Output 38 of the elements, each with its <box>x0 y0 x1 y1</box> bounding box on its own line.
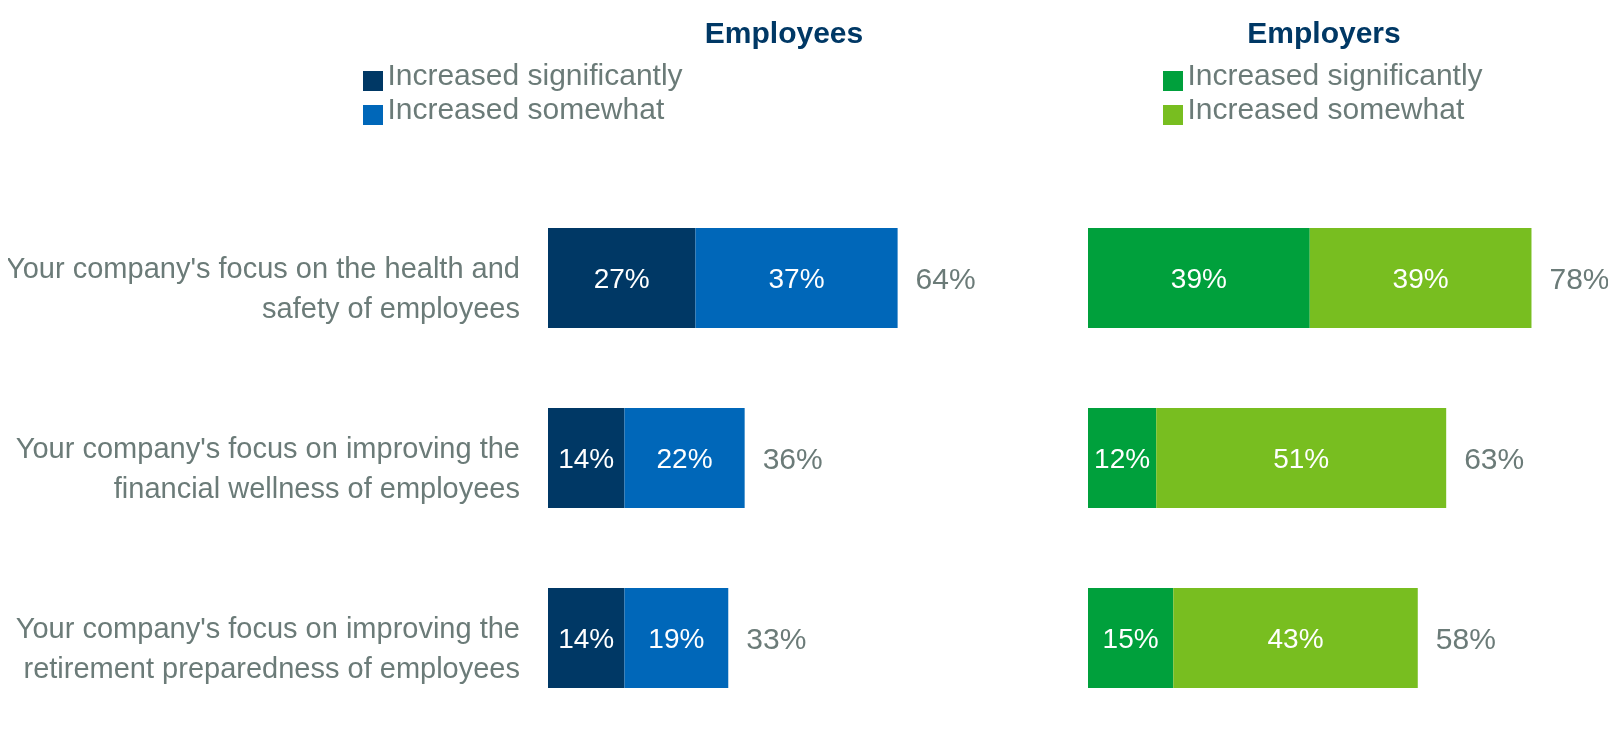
data-label: 39% <box>1392 262 1449 294</box>
bar <box>1088 588 1174 688</box>
total-label: 58% <box>1435 621 1496 655</box>
data-label: 27% <box>593 262 650 294</box>
legend-label: Increased somewhat <box>387 92 665 125</box>
y-tick-label: Your company's focus on improving the retirement preparedness of employees <box>15 612 520 684</box>
data-label: 39% <box>1170 262 1227 294</box>
total-label: 33% <box>746 621 807 655</box>
total-label: 63% <box>1464 441 1525 475</box>
bar <box>1173 588 1418 688</box>
bar <box>548 408 625 508</box>
total-label: 78% <box>1549 261 1610 295</box>
bar <box>1309 228 1532 328</box>
bar <box>1088 228 1310 328</box>
data-label: 19% <box>648 622 705 654</box>
bar <box>1088 408 1157 508</box>
data-label: 12% <box>1094 442 1151 474</box>
data-label: 51% <box>1273 442 1330 474</box>
bar <box>695 228 898 328</box>
data-label: 43% <box>1267 622 1324 654</box>
bar <box>548 588 625 688</box>
bar <box>624 408 745 508</box>
data-label: 15% <box>1102 622 1159 654</box>
chart-title: Employers <box>1246 15 1402 51</box>
total-label: 36% <box>762 441 823 475</box>
legend-label: Increased significantly <box>387 58 683 91</box>
bar <box>624 588 729 688</box>
legend-label: Increased significantly <box>1187 58 1483 91</box>
legend-label: Increased somewhat <box>1187 92 1465 125</box>
total-label: 64% <box>915 261 976 295</box>
data-label: 14% <box>558 622 615 654</box>
data-label: 22% <box>656 442 713 474</box>
bar <box>548 228 696 328</box>
y-tick-label: Your company's focus on improving the financial wellness of employees <box>15 432 520 504</box>
chart-title: Employees <box>703 15 865 51</box>
data-label: 37% <box>768 262 825 294</box>
data-label: 14% <box>558 442 615 474</box>
bar <box>1156 408 1447 508</box>
